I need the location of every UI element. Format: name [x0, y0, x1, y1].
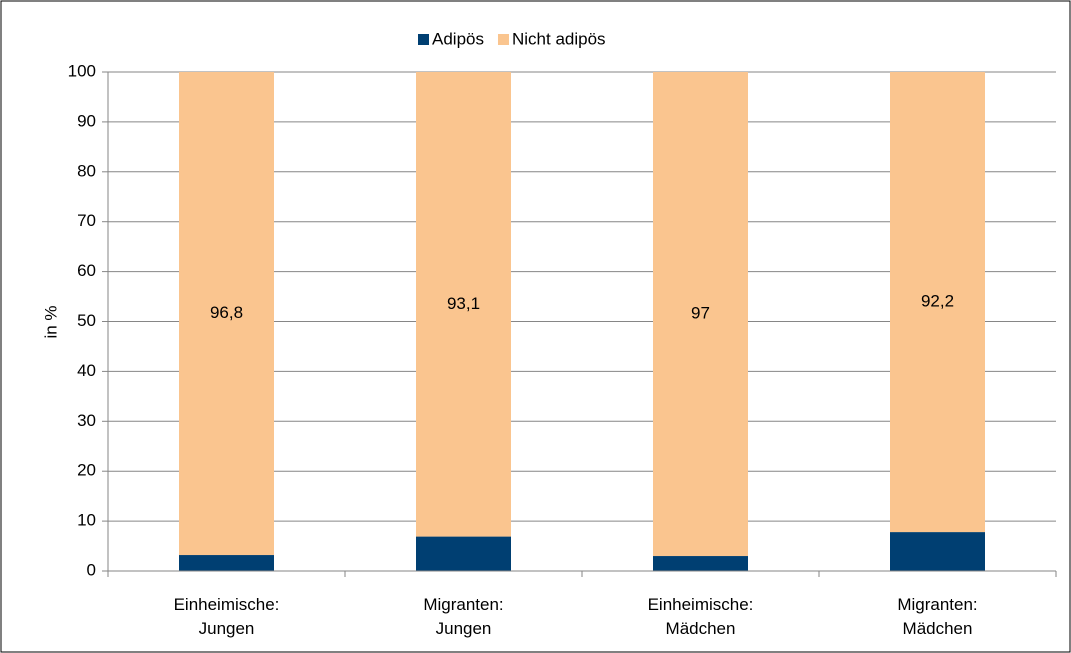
y-tick-label: 30: [77, 411, 96, 430]
bar-segment: [890, 72, 985, 533]
legend-swatch: [497, 34, 509, 45]
x-tick-label: Migranten: Mädchen: [897, 595, 978, 638]
bar-segment: [179, 72, 274, 556]
y-tick-label: 100: [68, 61, 96, 80]
legend-swatch: [418, 34, 429, 45]
x-tick-label: Einheimische: Jungen: [173, 595, 280, 638]
y-tick-label: 60: [77, 261, 96, 280]
bar-segment: [653, 72, 748, 557]
data-label: 92,2: [921, 292, 954, 311]
legend-label: Nicht adipös: [512, 29, 606, 48]
legend-label: Adipös: [432, 29, 484, 48]
bar-segment: [890, 532, 985, 571]
bar-segment: [416, 72, 511, 537]
bar-segment: [653, 556, 748, 571]
y-tick-label: 10: [77, 511, 96, 530]
data-label: 96,8: [210, 303, 243, 322]
bar-segment: [416, 536, 511, 571]
y-axis-label: in %: [41, 305, 60, 338]
y-tick-label: 80: [77, 161, 96, 180]
y-tick-label: 90: [77, 111, 96, 130]
y-tick-label: 0: [87, 560, 96, 579]
data-label: 97: [691, 303, 710, 322]
y-tick-label: 40: [77, 361, 96, 380]
y-tick-label: 20: [77, 461, 96, 480]
data-label: 93,1: [447, 294, 480, 313]
bar-segment: [179, 555, 274, 571]
x-tick-label: Migranten: Jungen: [423, 595, 504, 638]
x-tick-label: Einheimische: Mädchen: [647, 595, 754, 638]
y-tick-label: 70: [77, 211, 96, 230]
y-tick-label: 50: [77, 311, 96, 330]
